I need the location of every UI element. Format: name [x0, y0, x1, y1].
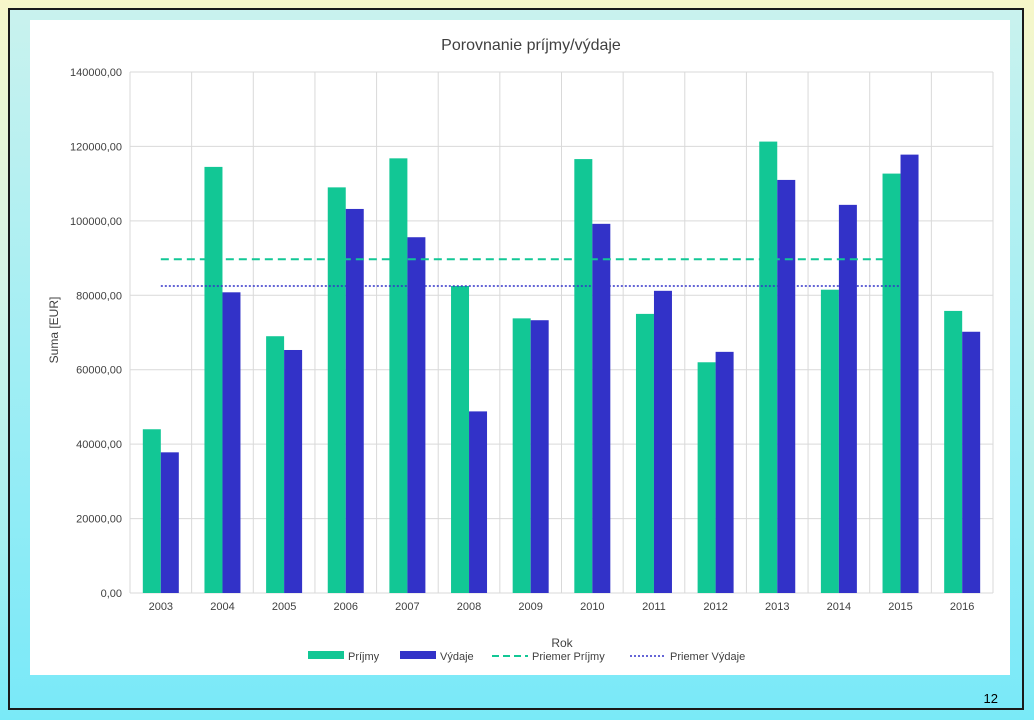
legend-priemer-prijmy: Priemer Príjmy: [492, 651, 605, 663]
bar-vydaje-2015: [900, 154, 919, 593]
bar-vydaje-2012: [715, 351, 734, 593]
bar-vydaje-2010: [592, 223, 611, 593]
y-tick-label: 60000,00: [76, 365, 122, 377]
bar-prijmy-2008: [451, 285, 470, 593]
legend-priemer-prijmy-label: Priemer Príjmy: [532, 651, 605, 663]
x-axis-title: Rok: [551, 636, 573, 650]
legend-priemer-vydaje: Priemer Výdaje: [630, 651, 745, 663]
legend-vydaje-swatch: [400, 651, 436, 659]
y-tick-label: 80000,00: [76, 290, 122, 302]
legend: Príjmy Výdaje Priemer Príjmy Priemer Výdaje: [308, 651, 745, 663]
chart-panel: Porovnanie príjmy/výdaje 0,00 20000,00 400…: [30, 20, 1010, 675]
bar-prijmy-2012: [697, 362, 716, 593]
x-tick-label: 2013: [765, 601, 789, 613]
x-tick-label: 2007: [395, 601, 419, 613]
legend-vydaje: Výdaje: [400, 651, 474, 663]
bar-chart: Porovnanie príjmy/výdaje 0,00 20000,00 400…: [47, 37, 994, 663]
y-tick-label: 100000,00: [70, 216, 122, 228]
y-axis-title: Suma [EUR]: [47, 297, 61, 364]
y-tick-label: 120000,00: [70, 141, 122, 153]
bar-vydaje-2003: [160, 452, 179, 593]
bar-prijmy-2003: [142, 429, 161, 593]
legend-priemer-vydaje-label: Priemer Výdaje: [670, 651, 745, 663]
page-number: 12: [983, 691, 998, 706]
bar-vydaje-2004: [222, 292, 241, 593]
x-tick-labels: 2003 2004 2005 2006 2007 2008 2009 2010 2011 2012…: [149, 601, 975, 613]
bar-vydaje-2014: [838, 204, 857, 594]
y-tick-label: 20000,00: [76, 514, 122, 526]
bar-vydaje-2008: [469, 411, 488, 593]
y-tick-label: 0,00: [101, 588, 122, 600]
bar-vydaje-2007: [407, 237, 426, 593]
bar-vydaje-2006: [345, 208, 364, 593]
bar-prijmy-2011: [635, 313, 654, 593]
x-tick-label: 2008: [457, 601, 481, 613]
reference-lines: [160, 258, 901, 287]
bar-prijmy-2014: [820, 289, 839, 593]
x-tick-label: 2016: [950, 601, 974, 613]
x-tick-label: 2006: [334, 601, 358, 613]
bar-prijmy-2009: [512, 318, 531, 593]
bar-vydaje-2013: [777, 179, 796, 593]
bars: [142, 141, 981, 594]
bar-prijmy-2016: [944, 310, 963, 593]
legend-prijmy: Príjmy: [308, 651, 380, 663]
bar-prijmy-2007: [389, 158, 408, 593]
y-tick-label: 140000,00: [70, 67, 122, 79]
x-tick-label: 2005: [272, 601, 296, 613]
x-tick-label: 2015: [888, 601, 912, 613]
bar-prijmy-2010: [574, 159, 593, 593]
y-tick-labels: 0,00 20000,00 40000,00 60000,00 80000,00 1000…: [70, 67, 122, 600]
x-tick-label: 2003: [149, 601, 173, 613]
bar-prijmy-2004: [204, 166, 223, 593]
x-tick-label: 2011: [642, 601, 666, 613]
bar-prijmy-2013: [759, 141, 778, 594]
y-tick-label: 40000,00: [76, 439, 122, 451]
bar-prijmy-2015: [882, 173, 901, 593]
chart-title: Porovnanie príjmy/výdaje: [441, 37, 621, 54]
x-tick-label: 2009: [518, 601, 542, 613]
bar-prijmy-2006: [327, 187, 346, 593]
legend-vydaje-label: Výdaje: [440, 651, 474, 663]
x-tick-label: 2010: [580, 601, 604, 613]
bar-prijmy-2005: [266, 336, 285, 593]
bar-vydaje-2016: [962, 331, 981, 593]
x-tick-label: 2012: [703, 601, 727, 613]
legend-prijmy-swatch: [308, 651, 344, 659]
bar-vydaje-2011: [653, 290, 672, 593]
bar-vydaje-2009: [530, 320, 549, 593]
legend-prijmy-label: Príjmy: [348, 651, 380, 663]
grid-layer: [129, 71, 994, 594]
x-tick-label: 2004: [210, 601, 234, 613]
x-tick-label: 2014: [827, 601, 851, 613]
bar-vydaje-2005: [284, 349, 303, 593]
